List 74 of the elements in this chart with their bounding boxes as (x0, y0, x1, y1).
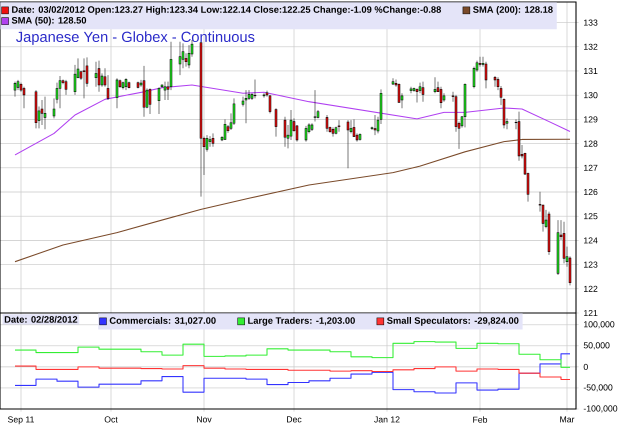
legend-label: SMA (50): 128.50 (12, 16, 86, 26)
y-tick-label: 132 (584, 44, 598, 50)
candlestick (14, 81, 16, 97)
x-tick-label: Jan 12 (374, 416, 400, 423)
y-tick-label: 131 (584, 68, 598, 74)
x-tick-label: Dec (287, 416, 302, 422)
text: Japanese Yen - Globex - Continuous (16, 31, 254, 45)
y-tick-label: 133 (584, 20, 598, 26)
legend-label: Commercials: 31,027.00 (110, 317, 216, 326)
y-tick-label: 128 (584, 140, 598, 147)
candlestick (116, 78, 118, 109)
y-tick-label: -100,000 (584, 405, 618, 413)
candlestick (410, 86, 412, 94)
y-tick-label: 124 (584, 237, 598, 244)
candlestick (178, 41, 182, 76)
line-series (14, 84, 571, 156)
x-tick-label: Mar (560, 416, 574, 422)
candlestick (224, 119, 226, 140)
legend-label: Large Traders: -1,203.00 (248, 317, 355, 326)
candlestick (494, 76, 496, 87)
candlestick (338, 120, 340, 132)
candlestick (164, 81, 166, 100)
candlestick (254, 79, 256, 99)
candlestick (82, 58, 86, 99)
candlestick (212, 133, 214, 147)
candlestick (64, 80, 68, 96)
x-tick-label: Oct (104, 416, 118, 423)
y-tick-label: 122 (584, 286, 598, 292)
candlestick (58, 76, 62, 109)
candlestick (158, 87, 160, 114)
candlestick (22, 86, 26, 109)
candlestick (374, 114, 376, 136)
candlestick (326, 114, 328, 132)
y-tick-label: 121 (584, 310, 598, 316)
y-tick-label: 127 (584, 164, 598, 171)
candlestick (208, 136, 212, 147)
candlestick (422, 81, 424, 102)
candlestick (332, 127, 334, 137)
candlestick (304, 126, 308, 142)
y-tick-label: 100,000 (584, 321, 614, 328)
candlestick (346, 120, 350, 169)
legend-label: Small Speculators: -29,824.00 (387, 317, 518, 326)
candlestick (44, 96, 46, 130)
candlestick (440, 86, 442, 109)
candlestick (434, 76, 436, 94)
legend-label: SMA (200): 128.18 (473, 6, 553, 15)
candlestick (74, 64, 76, 96)
y-tick-label: 50,000 (584, 342, 610, 350)
candlestick (478, 56, 482, 67)
candlestick (98, 60, 100, 92)
y-tick-label: 123 (584, 262, 598, 268)
y-tick-label: 130 (584, 92, 598, 98)
legend-label: Date: 03/02/2012 Open:123.27 High:123.34 Low:122.14 Close:122.25 Change:-1.09 %Change:-0.88 (12, 6, 441, 15)
candlestick (124, 78, 128, 90)
candlestick (274, 108, 278, 137)
y-tick-label: 126 (584, 188, 598, 196)
candlestick (94, 62, 98, 87)
candlestick (268, 94, 272, 114)
y-tick-label: -50,000 (584, 384, 612, 392)
candlestick (284, 116, 286, 147)
candlestick (40, 100, 44, 126)
y-tick-label: 0 (584, 364, 588, 370)
y-tick-label: 129 (584, 116, 598, 122)
candlestick (106, 74, 110, 100)
candlestick (244, 90, 248, 124)
x-tick-label: Feb (473, 416, 488, 423)
candlestick (148, 88, 152, 114)
candlestick (392, 78, 394, 86)
annotation: Date: 02/28/2012 (4, 316, 78, 323)
x-tick-label: Nov (197, 416, 212, 422)
line-series (14, 138, 571, 262)
candlestick (314, 90, 316, 122)
x-tick-label: Sep 11 (8, 416, 34, 424)
y-tick-label: 125 (584, 213, 598, 220)
